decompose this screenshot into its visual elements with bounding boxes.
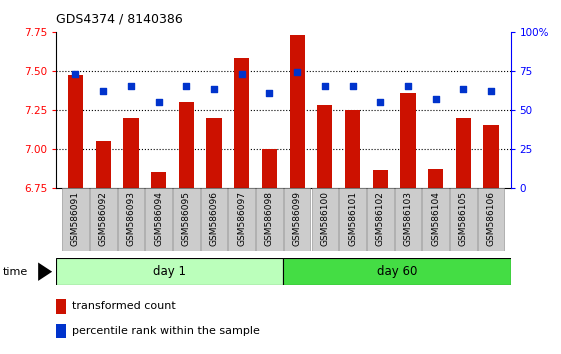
Point — [71, 71, 80, 77]
Text: GDS4374 / 8140386: GDS4374 / 8140386 — [56, 12, 183, 25]
Text: GSM586096: GSM586096 — [210, 191, 219, 246]
Text: percentile rank within the sample: percentile rank within the sample — [72, 326, 260, 336]
Text: transformed count: transformed count — [72, 301, 176, 311]
Bar — [289, 35, 305, 188]
Text: GSM586104: GSM586104 — [431, 191, 440, 246]
Bar — [422, 188, 449, 251]
Bar — [95, 141, 111, 188]
Bar — [428, 169, 443, 188]
Text: GSM586106: GSM586106 — [486, 191, 495, 246]
Text: GSM586103: GSM586103 — [403, 191, 412, 246]
Point — [237, 71, 246, 77]
Point — [293, 69, 302, 75]
Bar — [118, 188, 144, 251]
Bar — [90, 188, 117, 251]
Bar — [339, 188, 366, 251]
Bar — [179, 102, 194, 188]
Point — [210, 87, 219, 92]
Bar — [206, 118, 222, 188]
Text: GSM586101: GSM586101 — [348, 191, 357, 246]
Text: GSM586100: GSM586100 — [320, 191, 329, 246]
Bar — [283, 258, 511, 285]
Point — [182, 84, 191, 89]
Text: day 1: day 1 — [153, 265, 186, 278]
Bar — [62, 188, 89, 251]
Point — [348, 84, 357, 89]
Text: GSM586093: GSM586093 — [126, 191, 135, 246]
Text: GSM586098: GSM586098 — [265, 191, 274, 246]
Text: GSM586095: GSM586095 — [182, 191, 191, 246]
Bar — [367, 188, 394, 251]
Bar — [256, 188, 283, 251]
Point — [431, 96, 440, 102]
Text: GSM586094: GSM586094 — [154, 191, 163, 246]
Point — [154, 99, 163, 105]
Bar — [318, 105, 333, 188]
Polygon shape — [38, 263, 52, 281]
Bar — [284, 188, 310, 251]
Bar — [201, 188, 227, 251]
Text: day 60: day 60 — [377, 265, 417, 278]
Point — [320, 84, 329, 89]
Bar — [56, 299, 66, 314]
Bar — [145, 188, 172, 251]
Bar — [56, 258, 283, 285]
Bar — [484, 125, 499, 188]
Point — [99, 88, 108, 94]
Point — [486, 88, 495, 94]
Bar — [262, 149, 277, 188]
Bar — [450, 188, 477, 251]
Text: GSM586099: GSM586099 — [293, 191, 302, 246]
Text: time: time — [3, 267, 28, 277]
Point — [265, 90, 274, 96]
Point — [126, 84, 135, 89]
Bar — [345, 110, 360, 188]
Bar — [173, 188, 200, 251]
Point — [376, 99, 385, 105]
Bar — [151, 172, 166, 188]
Bar — [373, 171, 388, 188]
Bar — [68, 75, 83, 188]
Text: GSM586102: GSM586102 — [376, 191, 385, 246]
Text: GSM586097: GSM586097 — [237, 191, 246, 246]
Point — [403, 84, 412, 89]
Text: GSM586105: GSM586105 — [459, 191, 468, 246]
Bar — [478, 188, 504, 251]
Bar — [401, 93, 416, 188]
Bar — [228, 188, 255, 251]
Bar — [123, 118, 139, 188]
Bar — [395, 188, 421, 251]
Bar — [311, 188, 338, 251]
Bar — [56, 324, 66, 338]
Bar — [234, 58, 249, 188]
Point — [459, 87, 468, 92]
Text: GSM586091: GSM586091 — [71, 191, 80, 246]
Text: GSM586092: GSM586092 — [99, 191, 108, 246]
Bar — [456, 118, 471, 188]
